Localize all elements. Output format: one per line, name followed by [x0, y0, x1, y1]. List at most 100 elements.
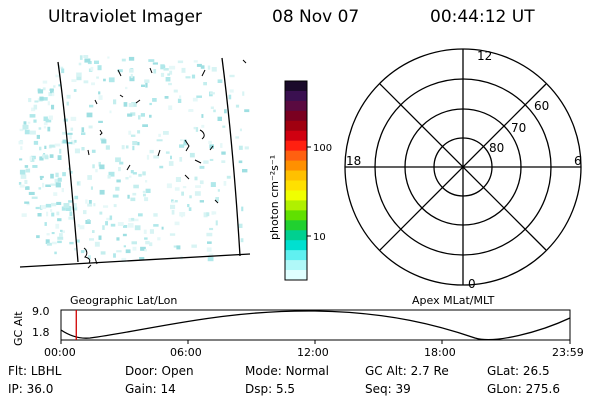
emission-pixel: [45, 203, 52, 208]
emission-pixel: [107, 56, 110, 59]
emission-pixel: [221, 151, 226, 155]
emission-pixel: [207, 241, 212, 244]
emission-pixel: [79, 225, 85, 230]
emission-pixel: [193, 126, 197, 130]
emission-pixel: [170, 155, 172, 160]
lat-label-60: 60: [534, 99, 549, 113]
emission-pixel: [44, 155, 49, 160]
emission-pixel: [179, 157, 183, 162]
emission-pixel: [38, 127, 42, 130]
emission-pixel: [74, 195, 79, 200]
altitude-xtick-1200: 12:00: [297, 346, 329, 359]
emission-pixel: [61, 206, 66, 211]
emission-pixel: [173, 245, 179, 248]
emission-pixel: [199, 200, 204, 203]
emission-pixel: [157, 237, 161, 241]
emission-pixel: [48, 115, 53, 120]
emission-pixel: [47, 101, 50, 106]
emission-pixel: [34, 100, 39, 103]
emission-pixel: [48, 92, 55, 97]
footer-seq: Seq: 39: [365, 382, 411, 396]
emission-pixel: [132, 246, 137, 251]
emission-pixel: [188, 207, 192, 211]
footer-gain: Gain: 14: [125, 382, 176, 396]
emission-pixel: [208, 140, 212, 144]
emission-pixel: [149, 242, 153, 247]
emission-pixel: [77, 182, 80, 185]
emission-pixel: [224, 109, 227, 114]
colorbar-band: [285, 200, 307, 211]
altitude-ytick-9: 9.0: [32, 305, 50, 318]
altitude-x-ticks: [60, 340, 571, 344]
mlt-label-0: 0: [468, 277, 476, 291]
emission-pixel: [45, 239, 50, 244]
colorbar-band: [285, 150, 307, 162]
emission-pixel: [98, 95, 103, 100]
colorbar-band: [285, 250, 307, 261]
emission-pixel: [108, 171, 115, 177]
emission-pixel: [60, 230, 65, 233]
geographic-image: [18, 55, 251, 269]
colorbar-band: [285, 90, 307, 102]
emission-pixel: [24, 129, 30, 135]
emission-pixel: [99, 164, 105, 170]
emission-pixel: [242, 169, 248, 173]
emission-pixel: [185, 76, 191, 79]
emission-pixel: [52, 92, 55, 96]
emission-pixel: [84, 248, 88, 253]
emission-pixel: [74, 148, 80, 154]
emission-pixel: [84, 58, 91, 63]
emission-pixel: [130, 197, 136, 202]
colorbar-band: [285, 260, 307, 271]
emission-pixel: [210, 182, 216, 187]
emission-pixel: [71, 140, 76, 145]
emission-pixel: [51, 202, 57, 207]
emission-pixel: [81, 127, 85, 133]
emission-pixel: [54, 251, 57, 255]
emission-pixel: [144, 249, 147, 252]
emission-pixel: [57, 218, 62, 222]
emission-pixel: [158, 133, 161, 137]
emission-pixel: [46, 242, 52, 246]
emission-pixel: [98, 235, 102, 240]
emission-pixel: [70, 170, 73, 174]
emission-pixel: [217, 79, 223, 83]
emission-pixel: [87, 175, 92, 180]
emission-pixel: [132, 145, 135, 151]
date-label: 08 Nov 07: [272, 7, 360, 27]
emission-pixel: [199, 165, 205, 169]
emission-pixel: [85, 199, 88, 204]
emission-pixel: [187, 204, 190, 208]
emission-pixel: [87, 219, 90, 222]
emission-pixel: [237, 223, 243, 228]
emission-pixel: [183, 139, 187, 145]
emission-pixel: [55, 182, 61, 188]
emission-pixel: [32, 165, 38, 168]
emission-pixel: [121, 145, 125, 150]
altitude-xtick-0600: 06:00: [170, 346, 202, 359]
emission-pixel: [90, 66, 94, 71]
emission-pixel: [196, 63, 202, 67]
emission-pixel: [70, 127, 74, 131]
emission-pixel: [97, 65, 102, 71]
emission-pixel: [181, 67, 186, 73]
colorbar-band: [285, 81, 307, 92]
emission-pixel: [45, 118, 52, 123]
emission-pixel: [70, 116, 77, 121]
emission-pixel: [171, 210, 175, 215]
emission-pixel: [94, 60, 99, 64]
emission-pixel: [88, 125, 93, 129]
emission-pixel: [217, 116, 222, 121]
emission-pixel: [63, 118, 68, 122]
emission-pixel: [211, 67, 217, 72]
colorbar-band: [285, 190, 307, 201]
emission-pixel: [105, 145, 110, 150]
emission-pixel: [176, 245, 181, 250]
emission-pixel: [89, 238, 94, 241]
emission-pixel: [43, 116, 48, 122]
emission-pixel: [149, 102, 152, 106]
emission-pixel: [55, 74, 61, 78]
emission-pixel: [19, 158, 23, 161]
footer-gc-alt: GC Alt: 2.7 Re: [365, 364, 449, 378]
